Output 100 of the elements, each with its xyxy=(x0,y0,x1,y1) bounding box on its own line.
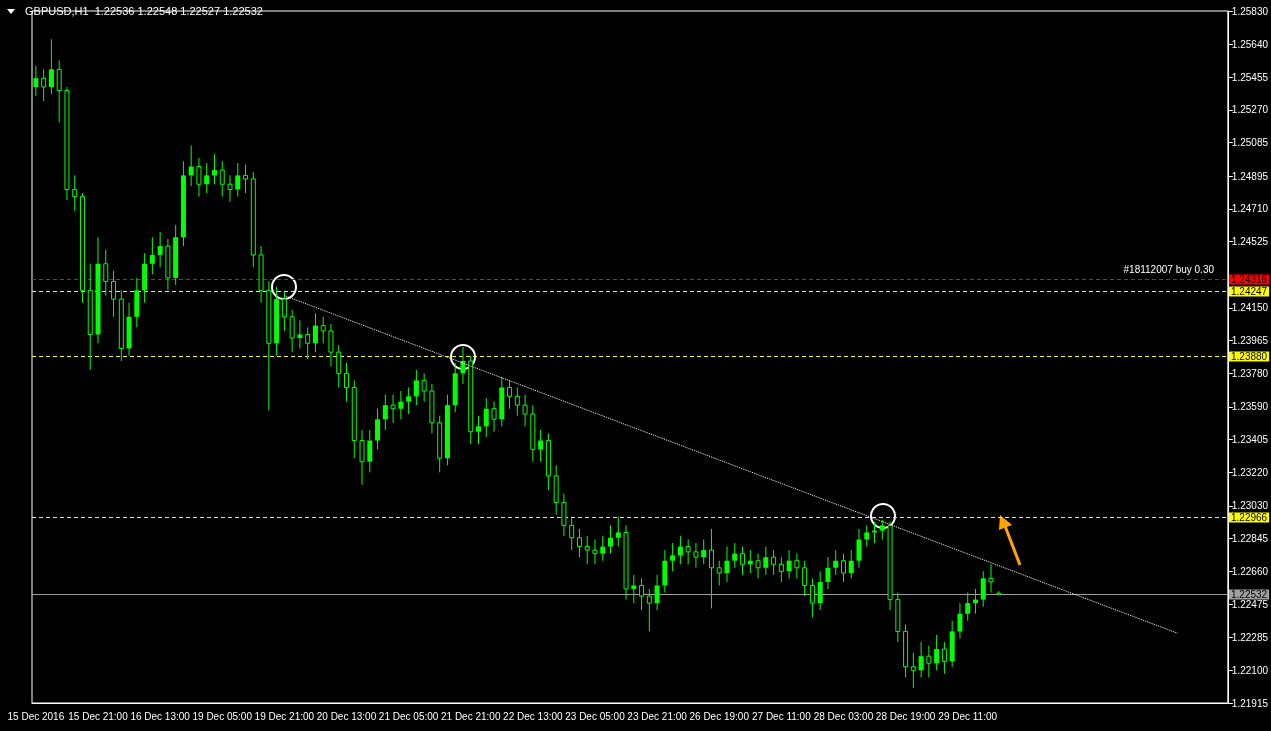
y-tick-label: 1.21915 xyxy=(1231,697,1269,709)
candlestick xyxy=(716,560,722,586)
candlestick xyxy=(608,524,614,555)
candlestick xyxy=(670,542,676,572)
y-tick-label: 1.24895 xyxy=(1231,170,1269,182)
candlestick xyxy=(980,570,986,608)
candlestick xyxy=(817,570,823,611)
candlestick xyxy=(375,408,381,450)
x-tick-label: 23 Dec 21:00 xyxy=(627,710,688,722)
candlestick xyxy=(227,174,233,203)
candlestick xyxy=(398,390,404,420)
candlestick xyxy=(693,542,699,569)
x-tick-label: 21 Dec 21:00 xyxy=(440,710,501,722)
candlestick xyxy=(33,65,39,97)
candlestick xyxy=(72,174,78,212)
candlestick xyxy=(864,524,870,548)
y-tick-label: 1.24525 xyxy=(1231,236,1269,248)
x-tick-label: 22 Dec 13:00 xyxy=(503,710,564,722)
candlestick xyxy=(910,652,916,689)
candlestick xyxy=(677,535,683,565)
candlestick xyxy=(320,316,326,344)
candlestick xyxy=(336,344,342,388)
candlestick xyxy=(406,386,412,415)
y-tick-label: 1.23405 xyxy=(1231,434,1269,446)
y-tick-label: 1.22475 xyxy=(1231,598,1269,610)
candlestick xyxy=(538,429,544,463)
x-tick-label: 19 Dec 05:00 xyxy=(192,710,253,722)
candlestick xyxy=(522,394,528,427)
ref-line-label: 1.23880 xyxy=(1231,351,1268,362)
candlestick xyxy=(918,641,924,678)
y-tick-label: 1.23965 xyxy=(1231,335,1269,347)
candlestick xyxy=(367,429,373,473)
candlestick xyxy=(281,291,287,332)
ref-line-label: 1.24316 xyxy=(1231,274,1268,285)
candlestick xyxy=(809,577,815,618)
candlestick xyxy=(413,369,419,406)
candlestick xyxy=(802,560,808,597)
candlestick xyxy=(988,563,994,594)
candlestick xyxy=(778,556,784,583)
candlestick xyxy=(103,249,109,297)
candlestick xyxy=(732,542,738,569)
candlestick xyxy=(755,553,761,579)
candlestick xyxy=(941,641,947,675)
candlestick xyxy=(740,546,746,576)
candlestick xyxy=(491,401,497,433)
y-tick-label: 1.25830 xyxy=(1231,5,1269,17)
candlestick xyxy=(833,549,839,576)
candlestick xyxy=(646,588,652,632)
candlestick xyxy=(157,231,163,268)
candlestick xyxy=(328,323,334,367)
candlestick xyxy=(188,144,194,187)
candlestick xyxy=(111,270,117,318)
candlestick xyxy=(848,549,854,579)
x-tick-label: 29 Dec 11:00 xyxy=(938,710,998,722)
candlestick xyxy=(243,164,249,194)
candlestick xyxy=(856,528,862,569)
candlestick xyxy=(926,645,932,678)
x-tick-label: 26 Dec 19:00 xyxy=(689,710,750,722)
candlestick xyxy=(685,539,691,565)
candlestick xyxy=(825,556,831,590)
candlestick xyxy=(390,394,396,424)
candlestick xyxy=(305,326,311,360)
candlestick xyxy=(708,528,714,609)
candlestick xyxy=(211,153,217,185)
candlestick xyxy=(934,634,940,671)
candlestick xyxy=(763,546,769,576)
x-tick-label: 21 Dec 05:00 xyxy=(378,710,439,722)
y-tick-label: 1.23780 xyxy=(1231,367,1269,379)
y-tick-label: 1.23220 xyxy=(1231,466,1269,478)
ref-line-label: 1.22966 xyxy=(1231,512,1268,523)
candlestick xyxy=(569,517,575,551)
x-tick-label: 20 Dec 13:00 xyxy=(316,710,377,722)
candlestick xyxy=(359,429,365,486)
y-tick-label: 1.22285 xyxy=(1231,632,1269,644)
candlestick xyxy=(794,553,800,579)
x-tick-label: 27 Dec 11:00 xyxy=(751,710,812,722)
candlestick xyxy=(41,68,47,102)
candlestick xyxy=(514,386,520,417)
candlestick xyxy=(382,394,388,431)
y-tick-label: 1.24710 xyxy=(1231,203,1269,215)
y-tick-label: 1.25455 xyxy=(1231,71,1269,83)
candlestick xyxy=(297,319,303,350)
candlestick xyxy=(476,415,481,445)
candlestick xyxy=(235,162,241,198)
candlestick xyxy=(654,574,660,611)
y-tick-label: 1.24150 xyxy=(1231,302,1269,314)
candlestick xyxy=(592,539,598,565)
candlestick xyxy=(219,160,225,198)
chart-title: GBPUSD,H1 1.22536 1.22548 1.22527 1.22532 xyxy=(25,4,263,17)
y-tick-label: 1.25640 xyxy=(1231,39,1269,51)
y-tick-label: 1.23590 xyxy=(1231,401,1269,413)
candlestick xyxy=(701,539,707,565)
y-tick-label: 1.25085 xyxy=(1231,137,1269,149)
y-tick-label: 1.23030 xyxy=(1231,500,1269,512)
candlestick xyxy=(576,528,582,558)
candlestick xyxy=(965,592,971,622)
candlestick xyxy=(584,535,590,565)
candlestick xyxy=(56,59,62,123)
candlestick xyxy=(196,157,202,198)
candlestick xyxy=(289,309,295,353)
